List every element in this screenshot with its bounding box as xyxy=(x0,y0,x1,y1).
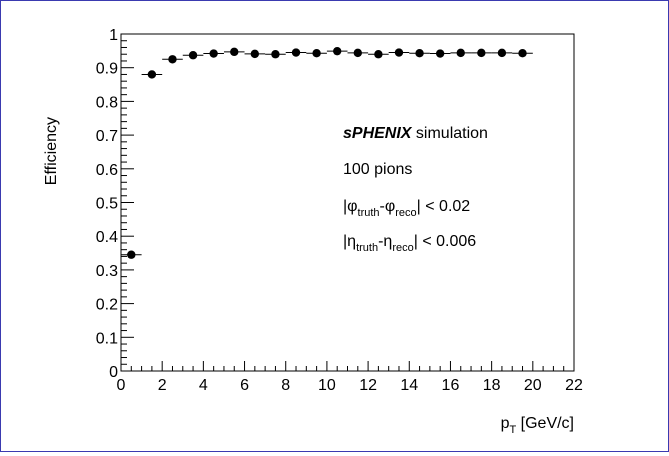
eta-sub-reco: reco xyxy=(392,242,413,254)
x-tick-label: 14 xyxy=(400,377,418,394)
x-tick-label: 20 xyxy=(524,377,542,394)
data-point xyxy=(497,48,507,58)
x-tick-label: 4 xyxy=(199,377,208,394)
x-tick-label: 22 xyxy=(565,377,583,394)
eta-sym-2: η xyxy=(383,233,392,250)
x-tick-label: 12 xyxy=(359,377,377,394)
data-point xyxy=(271,50,280,59)
y-tick-label: 0.7 xyxy=(96,128,118,145)
data-point xyxy=(230,47,239,57)
x-tick-label: 16 xyxy=(442,377,460,394)
pions-label: 100 pions xyxy=(343,161,412,178)
y-tick-label: 0.6 xyxy=(96,162,118,179)
eta-cut-bar1: | xyxy=(343,233,347,250)
axis-tick-labels: 00.10.20.30.40.50.60.70.80.910 2 4 6 8 10 12 14… xyxy=(96,27,583,394)
x-axis-title-rest: [GeV/c] xyxy=(516,415,574,432)
phi-sub-truth: truth xyxy=(358,207,380,219)
x-axis-title: pT [GeV/c] xyxy=(501,415,574,436)
phi-cut-label: |φtruth-φreco| < 0.02 xyxy=(343,198,470,219)
data-point xyxy=(477,48,486,58)
data-point xyxy=(168,55,177,64)
data-point xyxy=(312,49,321,58)
y-axis-title: Efficiency xyxy=(43,117,60,185)
y-tick-label: 0.8 xyxy=(96,94,118,111)
eta-sub-truth: truth xyxy=(356,242,378,254)
x-tick-label: 8 xyxy=(281,377,290,394)
phi-sym-1: φ xyxy=(347,198,357,215)
data-point xyxy=(209,49,218,58)
axis-ticks xyxy=(120,33,575,372)
eta-cut-label: |ηtruth-ηreco| < 0.006 xyxy=(343,233,476,254)
data-point xyxy=(147,70,157,79)
y-tick-label: 0.5 xyxy=(96,196,118,213)
eta-cut-rest: < 0.006 xyxy=(418,233,476,250)
y-tick-label: 0 xyxy=(109,364,118,381)
x-tick-label: 0 xyxy=(117,377,126,394)
phi-dash: - xyxy=(380,198,385,215)
data-point xyxy=(456,48,465,58)
x-axis-title-main: p xyxy=(501,415,510,432)
data-point xyxy=(127,250,136,259)
data-point xyxy=(291,48,301,57)
y-tick-label: 1 xyxy=(109,27,118,44)
sphenix-label: sPHENIX simulation xyxy=(343,125,488,142)
y-tick-label: 0.9 xyxy=(96,61,118,78)
phi-cut-bar1: | xyxy=(343,198,347,215)
phi-cut-bar2: | xyxy=(417,198,421,215)
data-point xyxy=(374,50,383,59)
data-point xyxy=(394,48,404,57)
x-tick-label: 10 xyxy=(318,377,336,394)
eta-sym-1: η xyxy=(347,233,356,250)
y-tick-label: 0.4 xyxy=(96,229,118,246)
simulation-word: simulation xyxy=(411,125,487,142)
data-points xyxy=(121,46,533,259)
eta-dash: - xyxy=(378,233,383,250)
y-tick-label: 0.3 xyxy=(96,263,118,280)
phi-sym-2: φ xyxy=(385,198,395,215)
data-point xyxy=(353,48,362,58)
phi-sub-reco: reco xyxy=(395,207,416,219)
x-tick-label: 6 xyxy=(240,377,249,394)
data-point xyxy=(518,49,527,58)
phi-cut-rest: < 0.02 xyxy=(421,198,470,215)
data-point xyxy=(435,49,445,58)
y-tick-label: 0.1 xyxy=(96,330,118,347)
x-axis-title-sub: T xyxy=(509,424,516,436)
data-point xyxy=(415,49,424,58)
data-point xyxy=(250,49,260,59)
eta-cut-bar2: | xyxy=(414,233,418,250)
sphenix-brand: sPHENIX xyxy=(343,125,413,142)
x-tick-label: 2 xyxy=(158,377,167,394)
y-tick-label: 0.2 xyxy=(96,297,118,314)
x-tick-label: 18 xyxy=(483,377,501,394)
data-point xyxy=(333,46,342,56)
data-point xyxy=(188,51,198,60)
